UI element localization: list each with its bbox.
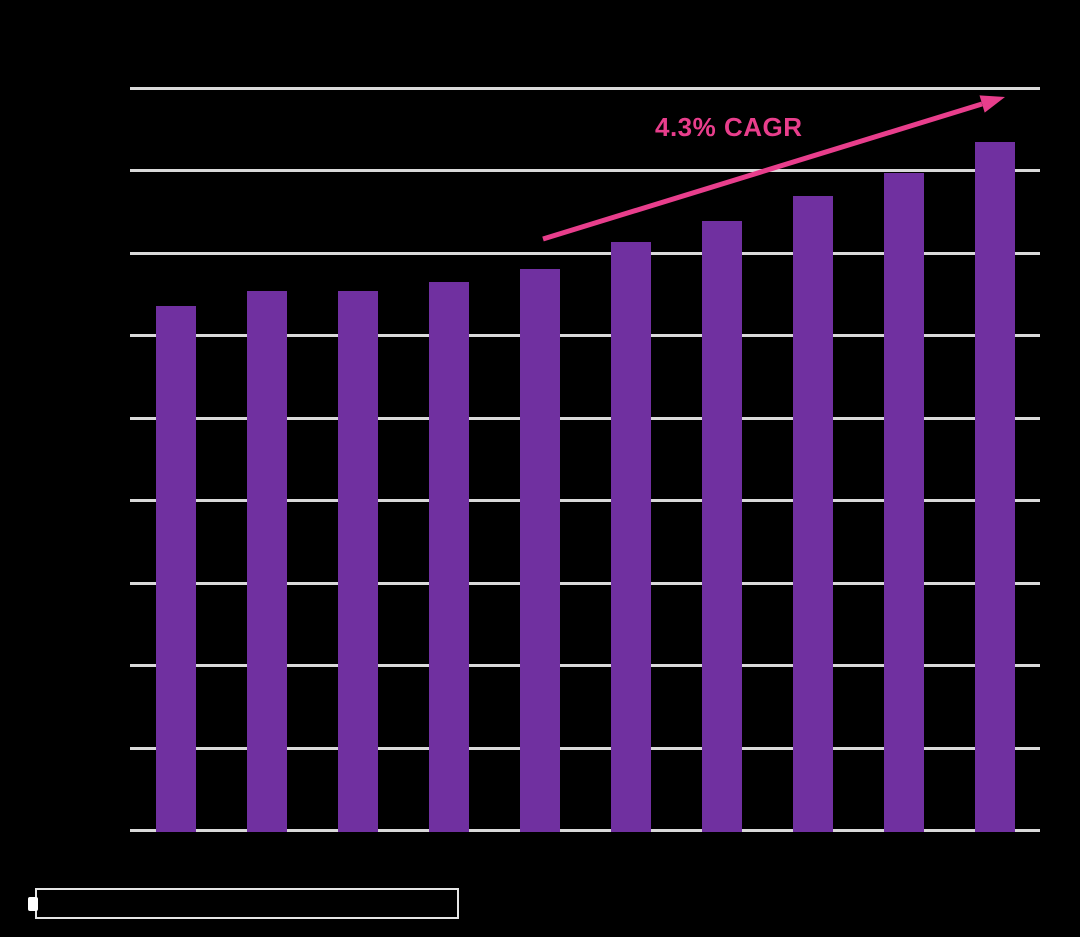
bar (155, 306, 196, 832)
bar (610, 241, 651, 832)
bar (792, 196, 833, 832)
gridline (130, 499, 1040, 503)
bar (519, 269, 560, 832)
bar (428, 281, 469, 832)
bar (246, 290, 287, 832)
gridline (130, 87, 1040, 90)
gridline (130, 664, 1040, 668)
bars (130, 87, 1040, 832)
plot-area (130, 87, 1040, 832)
legend-text-mark (28, 897, 38, 911)
legend-box (35, 888, 459, 919)
bar (974, 142, 1015, 832)
gridline (130, 746, 1040, 750)
bar (883, 173, 924, 832)
gridline (130, 334, 1040, 338)
bar (701, 221, 742, 832)
bar (337, 291, 378, 832)
gridline (130, 416, 1040, 420)
gridline (130, 251, 1040, 255)
cagr-label: 4.3% CAGR (655, 112, 803, 142)
gridline (130, 829, 1040, 832)
gridline (130, 581, 1040, 585)
